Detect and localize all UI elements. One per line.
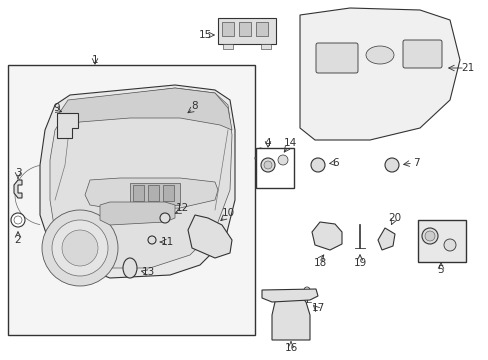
Text: 18: 18 (313, 258, 326, 268)
Text: 20: 20 (387, 213, 401, 223)
Polygon shape (271, 295, 309, 340)
Ellipse shape (365, 46, 393, 64)
Bar (222, 22, 234, 36)
Circle shape (443, 239, 455, 251)
Circle shape (310, 158, 325, 172)
Text: 15: 15 (198, 30, 211, 40)
Bar (163, 185, 174, 201)
Circle shape (261, 158, 274, 172)
Text: 6: 6 (332, 158, 339, 168)
Circle shape (52, 220, 108, 276)
FancyBboxPatch shape (315, 43, 357, 73)
Bar (218, 18, 275, 44)
Circle shape (62, 230, 98, 266)
Bar (261, 44, 270, 49)
Text: 19: 19 (353, 258, 366, 268)
Circle shape (42, 210, 118, 286)
Bar (223, 44, 232, 49)
Polygon shape (299, 8, 459, 140)
Circle shape (304, 287, 309, 293)
Circle shape (264, 161, 271, 169)
Text: 16: 16 (284, 343, 297, 353)
Text: 3: 3 (15, 168, 21, 178)
Ellipse shape (123, 258, 137, 278)
Text: 21: 21 (461, 63, 474, 73)
Polygon shape (187, 215, 231, 258)
Bar (148, 185, 159, 201)
Circle shape (148, 236, 156, 244)
FancyBboxPatch shape (402, 40, 441, 68)
Polygon shape (262, 289, 317, 302)
Polygon shape (14, 180, 22, 198)
Bar (130, 183, 180, 205)
Polygon shape (58, 88, 231, 130)
Bar (256, 22, 267, 36)
Circle shape (421, 228, 437, 244)
Circle shape (384, 158, 398, 172)
Polygon shape (40, 85, 235, 278)
Circle shape (14, 216, 22, 224)
Text: 13: 13 (141, 267, 154, 277)
Bar (239, 22, 250, 36)
Circle shape (278, 155, 287, 165)
Text: 1: 1 (92, 55, 98, 65)
Bar (256, 148, 293, 188)
Bar (8, 65, 254, 335)
Polygon shape (85, 178, 218, 210)
Text: 2: 2 (15, 235, 21, 245)
Text: 5: 5 (437, 265, 444, 275)
Bar (417, 220, 465, 262)
Polygon shape (254, 148, 291, 175)
Circle shape (424, 231, 434, 241)
Polygon shape (311, 222, 341, 250)
Text: 10: 10 (221, 208, 234, 218)
Text: 4: 4 (264, 138, 271, 148)
Text: 11: 11 (160, 237, 173, 247)
Polygon shape (377, 228, 394, 250)
Text: 7: 7 (412, 158, 418, 168)
Polygon shape (100, 202, 175, 225)
Circle shape (160, 213, 170, 223)
Polygon shape (57, 113, 78, 138)
Text: 17: 17 (311, 303, 324, 313)
Bar (133, 185, 143, 201)
Polygon shape (50, 88, 231, 268)
Text: 8: 8 (191, 101, 198, 111)
Text: 14: 14 (283, 138, 296, 148)
Circle shape (11, 213, 25, 227)
Text: 12: 12 (175, 203, 188, 213)
Text: 9: 9 (54, 103, 60, 113)
